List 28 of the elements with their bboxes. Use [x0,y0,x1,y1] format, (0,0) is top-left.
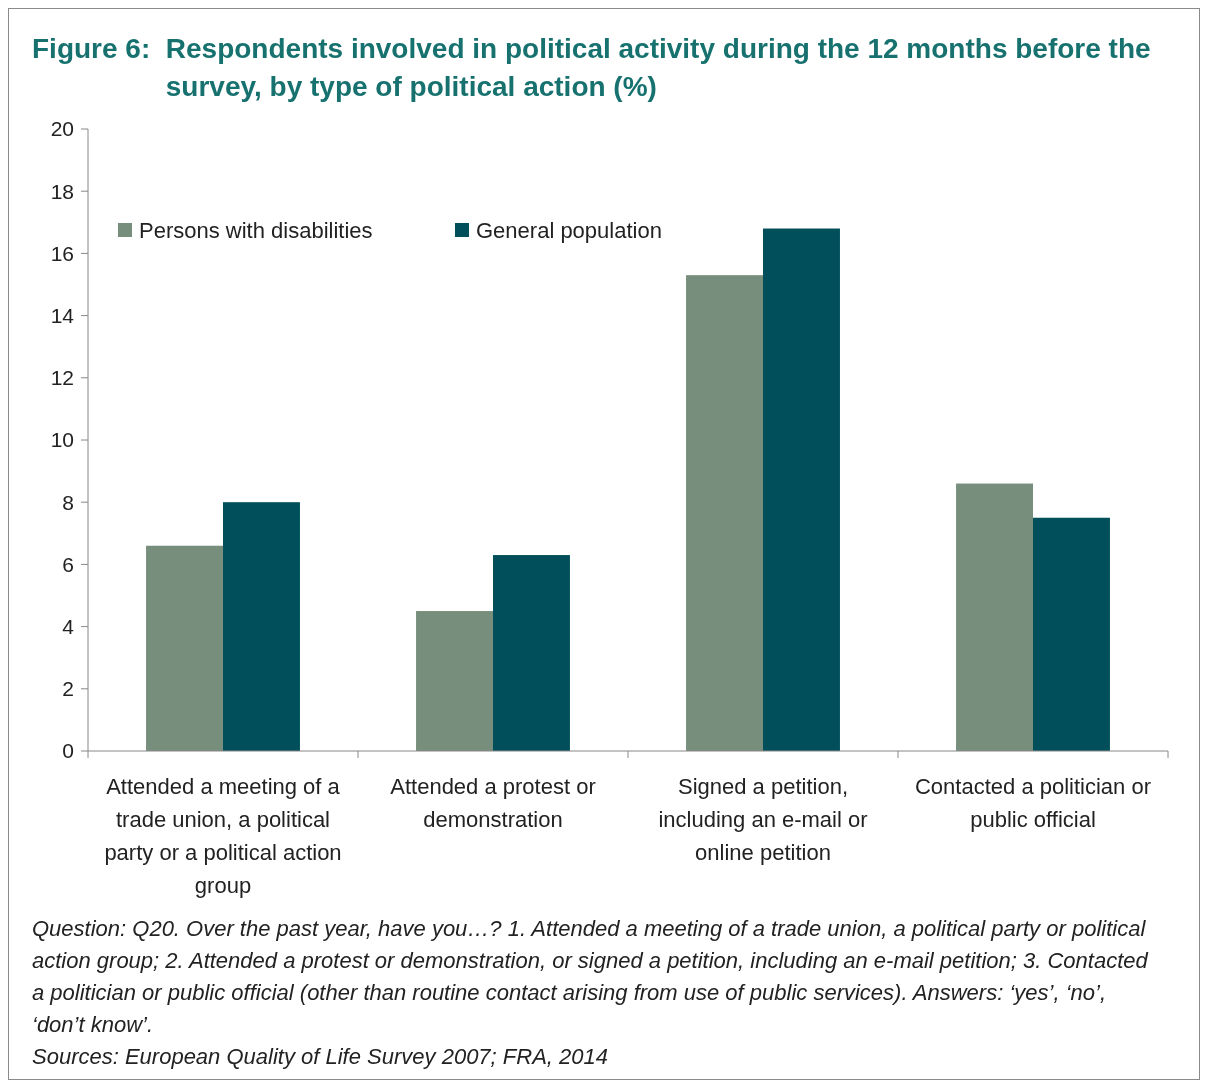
y-tick-label: 10 [50,428,74,452]
bar [416,611,493,751]
bar [763,228,840,751]
y-tick-label: 4 [62,614,75,638]
y-tick-label: 2 [62,677,74,701]
x-tick-label: Signed a petition, including an e-mail or online petition [658,774,868,865]
y-tick-label: 0 [62,739,74,763]
x-tick-label: Attended a protest or demonstration [390,774,596,832]
y-tick-label: 16 [50,241,74,265]
legend-label: General population [476,217,662,243]
bar [146,545,223,751]
chart-title: Figure 6: Respondents involved in political activity during the 12 months before the survey, by type of political action (%) [32,33,1151,102]
legend-label: Persons with disabilities [139,217,373,243]
bar [1033,517,1110,751]
text: Question: Q20. Over the past year, have you…? 1. Attended a meeting of a trade union, a political party or political action group; 2. Attended a protest or demonstration, or signed a petition, including an e-mail petition; 3. Contacted a politician or public official (other than routine contact arising from use of public services). Answers: ‘yes’, ‘no’, ‘don’t know’. [32,916,1149,1037]
y-tick-label: 12 [50,366,74,390]
y-tick-label: 18 [50,179,74,203]
bar [493,555,570,751]
x-tick-label: Contacted a politician or public official [914,774,1152,832]
x-tick-label: Attended a meeting of a trade union, a political party or a political action group [104,774,342,898]
y-tick-label: 20 [50,117,74,141]
source-note: Sources: European Quality of Life Survey 2007; FRA, 2014 [32,1044,608,1069]
bar [686,275,763,751]
bar [956,483,1033,751]
y-tick-label: 8 [62,490,74,514]
bar [223,502,300,751]
y-tick-label: 14 [50,303,75,327]
y-tick-label: 6 [62,552,74,576]
